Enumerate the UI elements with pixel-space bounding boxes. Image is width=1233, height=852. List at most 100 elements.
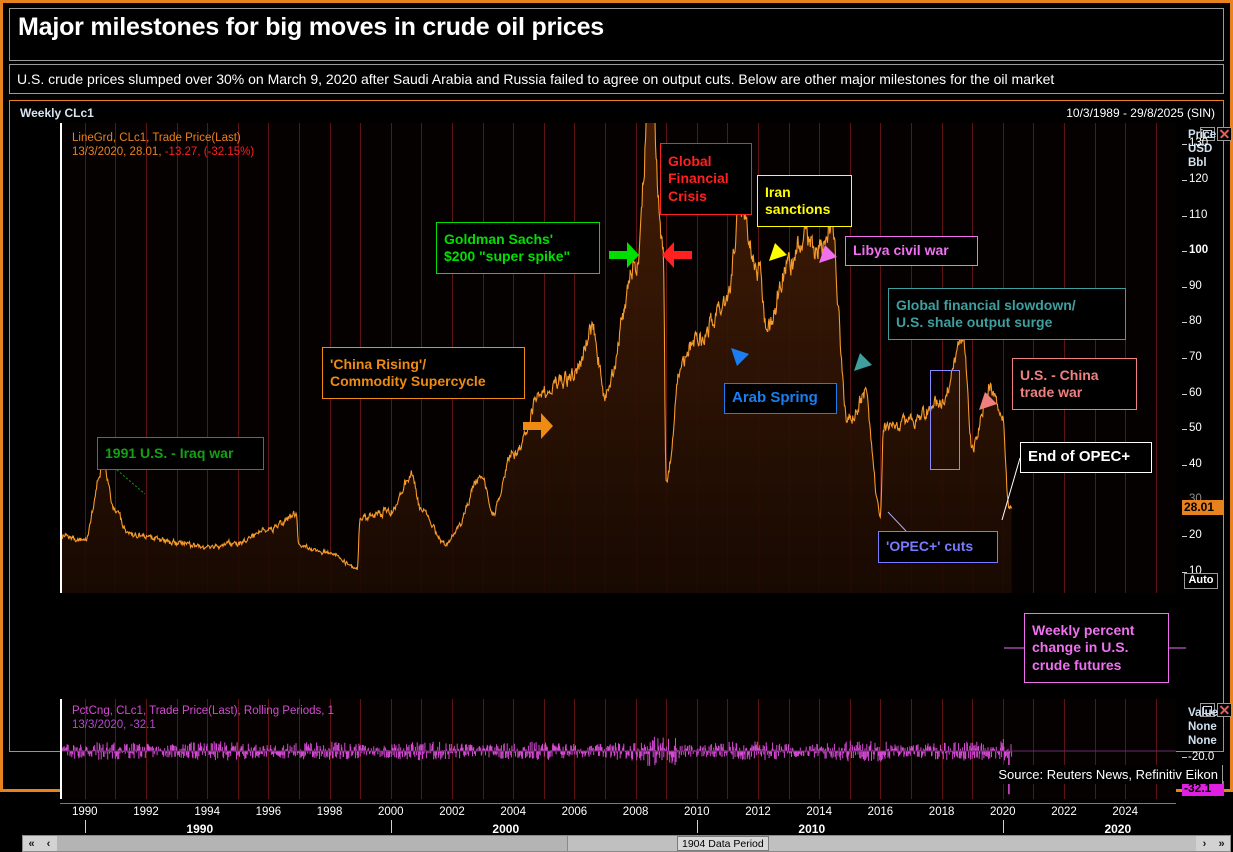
horizontal-scrollbar[interactable]: « ‹ 1904 Data Period › »: [22, 835, 1231, 852]
time-axis-label: 2000: [377, 806, 404, 818]
current-price-badge: 28.01: [1182, 499, 1224, 515]
price-line: [60, 123, 1013, 571]
scroll-first-button[interactable]: «: [23, 836, 40, 851]
annotation-us-china-trade-war: U.S. - China trade war: [1012, 358, 1137, 410]
price-plot-area[interactable]: LineGrd, CLc1, Trade Price(Last) 13/3/20…: [60, 123, 1176, 593]
price-tick-label: 80: [1189, 315, 1202, 328]
price-tick: [1182, 179, 1187, 181]
arrow-iran: [765, 231, 799, 270]
auto-scale-button[interactable]: Auto: [1184, 573, 1218, 589]
gridline: [850, 123, 851, 593]
pct-change-series: [60, 736, 1176, 795]
price-tick-label: 50: [1189, 422, 1202, 435]
lower-legend-line2: 13/3/2020, -32.1: [72, 719, 156, 731]
gridline: [146, 699, 147, 799]
maximize-icon[interactable]: [1200, 703, 1215, 717]
arrow-gfc: [660, 238, 694, 277]
price-tick: [1182, 358, 1187, 359]
gridline: [238, 699, 239, 799]
price-tick: [1182, 464, 1187, 466]
scroll-track[interactable]: 1904 Data Period: [57, 836, 1196, 851]
price-tick-label: 70: [1189, 351, 1202, 363]
upper-legend-line2: 13/3/2020, 28.01, -13.27, (-32.15%): [72, 146, 254, 158]
close-icon[interactable]: [1217, 703, 1232, 717]
annotation-opec-cuts: 'OPEC+' cuts: [878, 531, 998, 563]
annotation-goldman-sachs: Goldman Sachs' $200 "super spike": [436, 222, 600, 274]
upper-legend-line1: LineGrd, CLc1, Trade Price(Last): [72, 132, 241, 144]
value-axis[interactable]: Value None None -20.0 -32.1: [1182, 699, 1224, 799]
gridline: [299, 699, 300, 799]
gridline: [972, 123, 973, 593]
gridline: [330, 699, 331, 799]
gridline: [942, 123, 943, 593]
gridline: [299, 123, 300, 593]
time-axis-label: 2012: [745, 806, 771, 818]
date-range-label: 10/3/1989 - 29/8/2025 (SIN): [1066, 106, 1215, 120]
gridline: [666, 123, 667, 593]
time-axis-label: 2016: [867, 806, 894, 818]
time-axis-label: 2022: [1051, 806, 1077, 818]
time-axis-label: 2024: [1112, 806, 1138, 818]
axis-line: [60, 803, 1176, 804]
upper-panel-window-buttons[interactable]: [1200, 127, 1232, 141]
gridline: [513, 699, 514, 799]
page-title: Major milestones for big moves in crude …: [18, 13, 604, 41]
maximize-icon[interactable]: [1200, 127, 1215, 141]
scroll-thumb[interactable]: [57, 836, 568, 851]
time-axis-label: 2002: [439, 806, 465, 818]
gridline: [115, 123, 116, 593]
price-tick: [1182, 571, 1187, 573]
chart-screenshot-root: Major milestones for big moves in crude …: [0, 0, 1233, 792]
gridline: [207, 123, 208, 593]
gridline: [268, 699, 269, 799]
pct-change-plot-area[interactable]: PctCng, CLc1, Trade Price(Last), Rolling…: [60, 699, 1176, 799]
gridline: [727, 699, 728, 799]
price-tick: [1182, 322, 1187, 324]
gridline: [1156, 699, 1157, 799]
lower-panel-window-buttons[interactable]: [1200, 703, 1232, 717]
gridline: [1064, 699, 1065, 799]
time-axis-label: 2018: [928, 806, 955, 818]
time-axis-label: 2006: [561, 806, 588, 818]
arrow-china-rising: [521, 409, 555, 448]
price-tick: [1182, 144, 1187, 146]
price-axis-header-1: USD: [1188, 143, 1213, 155]
price-tick-label: 90: [1189, 279, 1202, 292]
annotation-global-slowdown: Global financial slowdown/ U.S. shale ou…: [888, 288, 1126, 340]
gridline: [146, 123, 147, 593]
arrow-arab-spring: [727, 344, 761, 383]
value-axis-header-0: Value: [1188, 707, 1219, 719]
price-tick-label: 110: [1189, 208, 1208, 221]
scroll-prev-button[interactable]: ‹: [40, 836, 57, 851]
time-axis-label: 2014: [806, 806, 832, 818]
arrow-trade-war: [975, 380, 1009, 419]
value-axis-header-2: None: [1188, 735, 1217, 747]
gridline: [880, 123, 881, 593]
arrow-libya: [815, 233, 849, 272]
arrow-goldman: [607, 238, 641, 277]
scroll-last-button[interactable]: »: [1213, 836, 1230, 851]
time-axis-label: 2020: [990, 806, 1016, 818]
time-axis-major-tick: [391, 820, 392, 833]
price-area-fill: [60, 123, 1012, 593]
lower-legend-line1: PctCng, CLc1, Trade Price(Last), Rolling…: [72, 705, 335, 717]
gridline: [880, 699, 881, 799]
value-axis-tick-label: -20.0: [1188, 751, 1215, 763]
price-tick-label: 100: [1189, 244, 1209, 257]
close-icon[interactable]: [1217, 127, 1232, 141]
scroll-next-button[interactable]: ›: [1196, 836, 1213, 851]
pct-change-bars: [60, 736, 1013, 795]
annotation-libya-civil-war: Libya civil war: [845, 236, 978, 266]
price-axis[interactable]: Price USD Bbl 13012011010090807060504030…: [1182, 123, 1224, 593]
time-axis-major-label: 2000: [492, 822, 520, 836]
page-subtitle: U.S. crude prices slumped over 30% on Ma…: [17, 71, 1055, 87]
gridline: [942, 699, 943, 799]
annotation-china-rising: 'China Rising'/ Commodity Supercycle: [322, 347, 525, 399]
time-axis[interactable]: 1990 1992 1994 1996 1998 2000 2002 2004 2006 2008…: [60, 803, 1176, 837]
subtitle-band: U.S. crude prices slumped over 30% on Ma…: [9, 64, 1224, 94]
legend-change: -13.27, (-32.15%): [164, 146, 255, 158]
gridline: [911, 123, 912, 593]
annotation-global-financial-crisis: Global Financial Crisis: [660, 143, 752, 215]
annotation-iran-sanctions: Iran sanctions: [757, 175, 852, 227]
panel-title: Weekly CLc1: [20, 106, 94, 120]
